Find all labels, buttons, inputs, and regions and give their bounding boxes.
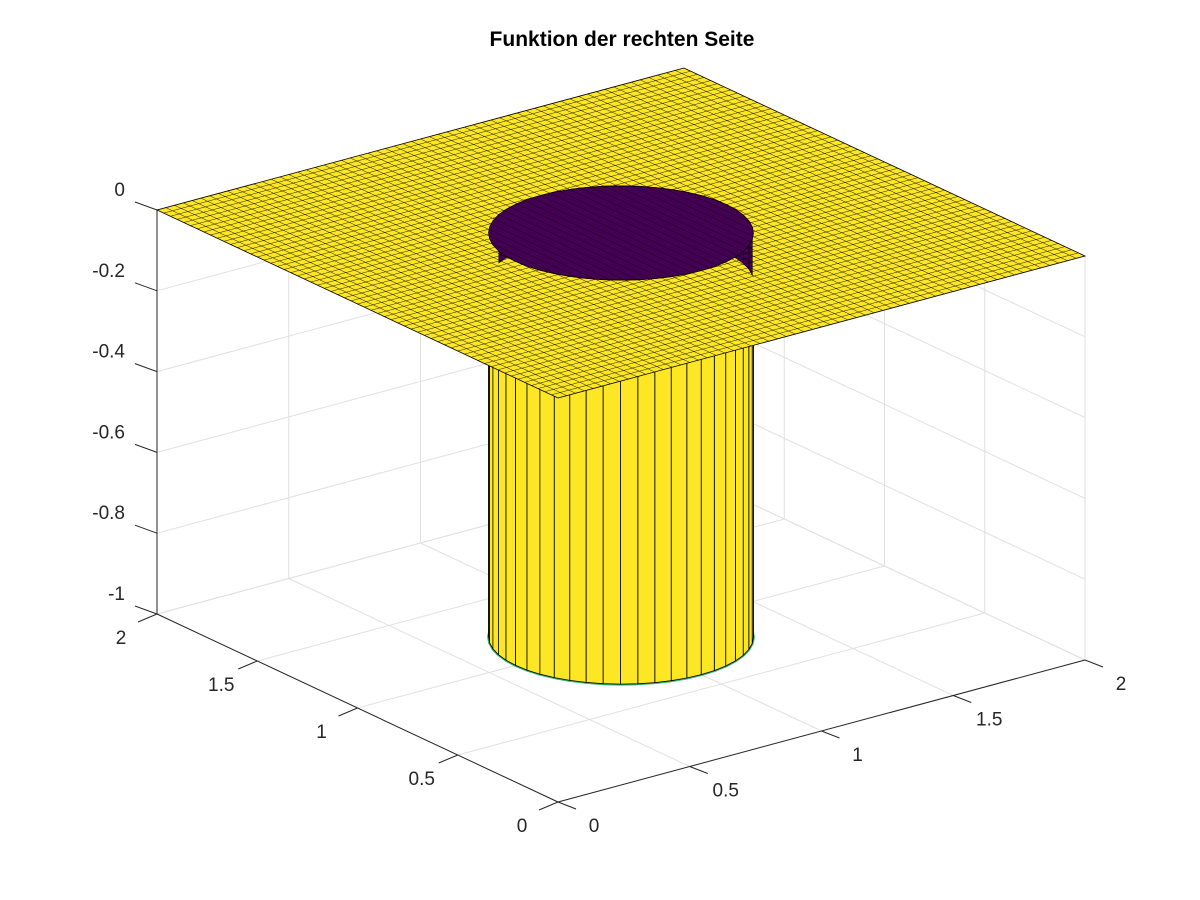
x-tick: [689, 766, 708, 774]
z-tick: [134, 282, 158, 292]
mesh-line-y: [257, 114, 785, 258]
mesh-line-y: [243, 108, 771, 251]
hole-mesh-line: [488, 185, 754, 281]
x-tick-label: 0.5: [713, 781, 739, 802]
surface-mesh: [155, 67, 1087, 686]
y-tick-label: 1: [316, 722, 327, 743]
hole-mesh-line: [488, 185, 754, 281]
mesh-line-y: [250, 111, 778, 255]
z-tick-label: -0.8: [92, 503, 125, 524]
z-tick-label: 0: [114, 180, 125, 201]
mesh-line-y: [477, 218, 1005, 361]
y-tick: [338, 707, 358, 717]
x-tick-label: 1: [852, 745, 863, 766]
mesh-line-y: [517, 236, 1045, 380]
y-tick: [438, 754, 458, 764]
mesh-line-y: [223, 99, 751, 242]
z-tick-label: -0.6: [92, 422, 125, 443]
hole-mesh-line: [488, 185, 725, 281]
x-tick: [1084, 659, 1104, 668]
mesh-line-y: [537, 246, 1066, 389]
hole-mesh-line: [488, 185, 752, 281]
x-tick-label: 2: [1116, 674, 1127, 695]
mesh-line-y: [183, 80, 711, 223]
mesh-line-y: [504, 230, 1032, 374]
hole-mesh-line: [488, 185, 754, 281]
mesh-line-y: [524, 240, 1052, 383]
mesh-line-y: [471, 215, 999, 358]
axes: [134, 201, 1104, 811]
z-tick: [134, 201, 158, 211]
mesh-line-y: [451, 205, 979, 349]
y-tick-label: 1.5: [208, 675, 234, 696]
chart-title: Funktion der rechten Seite: [490, 28, 755, 51]
mesh-line-y: [270, 121, 798, 264]
mesh-line-y: [217, 95, 745, 239]
hole-mesh-line: [488, 185, 754, 281]
hole-mesh-line: [488, 185, 754, 281]
x-tick-label: 1.5: [976, 710, 1002, 731]
z-tick-label: -0.4: [92, 342, 125, 363]
hole-mesh-line: [488, 185, 754, 281]
hole-mesh-line: [488, 185, 754, 281]
mesh-line-y: [203, 89, 731, 233]
mesh-line-y: [237, 105, 765, 248]
mesh-line-y: [491, 224, 1019, 367]
hole-mesh-line: [490, 185, 754, 281]
grid-line-floor-y: [457, 612, 985, 756]
z-tick: [134, 443, 158, 453]
mesh-line-y: [544, 249, 1072, 392]
mesh-line-y: [531, 243, 1059, 386]
mesh-line-y: [551, 252, 1079, 396]
hole-mesh-line: [488, 185, 754, 281]
y-tick-label: 0.5: [409, 769, 435, 790]
mesh-line-y: [444, 202, 972, 345]
mesh-line-y: [163, 70, 691, 214]
mesh-line-y: [484, 221, 1012, 364]
hole-mesh-line: [488, 185, 743, 281]
x-tick: [953, 695, 972, 703]
mesh-line-y: [263, 117, 791, 261]
hole-mesh-line: [488, 185, 734, 281]
x-tick-label: 0: [589, 816, 600, 837]
mesh-line-y: [190, 83, 718, 226]
x-tick: [821, 730, 840, 739]
z-tick-label: -1: [108, 584, 125, 605]
x-tick: [557, 801, 577, 810]
y-tick-label: 0: [517, 816, 528, 837]
mesh-line-y: [197, 86, 725, 230]
mesh-line-y: [457, 208, 985, 352]
hole-mesh-line: [488, 185, 754, 281]
hole-mesh-line: [525, 185, 754, 281]
top-mesh: [157, 68, 1085, 398]
mesh-line-y: [170, 74, 698, 217]
y-tick-label: 2: [116, 628, 127, 649]
hole-mesh-line: [488, 185, 754, 281]
y-tick: [238, 660, 258, 670]
z-tick: [134, 605, 158, 615]
mesh-line-y: [464, 211, 992, 355]
hole-mesh-line: [488, 185, 754, 281]
mesh-line-y: [230, 102, 758, 245]
hole-mesh-line: [488, 185, 754, 281]
z-tick: [134, 524, 158, 534]
z-tick: [134, 363, 158, 373]
z-tick-label: -0.2: [92, 261, 125, 282]
hole-mesh-line: [517, 185, 754, 281]
hole-mesh-line: [508, 185, 754, 281]
hole-mesh-line: [499, 185, 754, 281]
tick-labels: 0 0.5 1 1.5 2 0 0.5 1 1.5 2 0 -0.2 -0.4 -0.6 -0.8 -1: [92, 180, 1126, 837]
hole-mesh-line: [488, 185, 754, 281]
mesh-line-y: [210, 92, 738, 236]
hole-mesh-line: [488, 185, 754, 281]
hole-mesh-line: [488, 185, 717, 281]
mesh-line-y: [511, 233, 1039, 377]
mesh-line-y: [497, 227, 1025, 371]
hole-mesh-line: [488, 185, 754, 281]
y-tick: [137, 613, 158, 623]
mesh-line-y: [176, 77, 705, 220]
y-tick: [538, 801, 559, 811]
